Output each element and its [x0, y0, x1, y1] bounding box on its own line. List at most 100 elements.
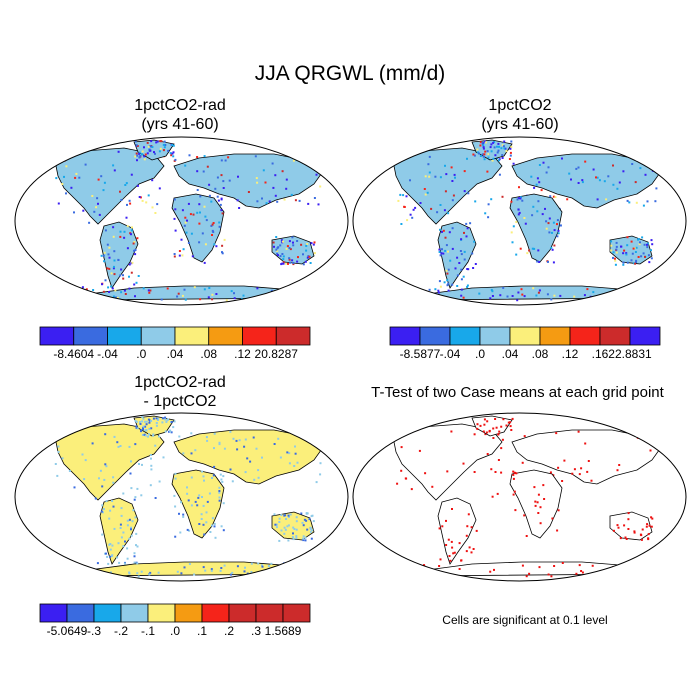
grid-cell	[635, 297, 638, 300]
grid-cell	[139, 196, 142, 199]
grid-cell	[180, 572, 183, 575]
grid-cell	[478, 292, 481, 295]
grid-cell	[570, 178, 572, 181]
grid-cell	[220, 209, 223, 212]
grid-cell	[164, 430, 167, 433]
grid-cell	[276, 249, 279, 252]
grid-cell	[502, 418, 505, 421]
grid-cell	[437, 289, 440, 292]
grid-cell	[113, 574, 116, 577]
grid-cell	[400, 469, 403, 472]
colorbar-tick-label: 20.8287	[255, 347, 299, 361]
grid-cell	[126, 524, 129, 527]
grid-cell	[273, 513, 276, 516]
grid-cell	[290, 193, 293, 196]
grid-cell	[244, 438, 247, 441]
grid-cell	[128, 518, 131, 521]
map-border	[352, 412, 687, 582]
grid-cell	[319, 473, 322, 476]
grid-cell	[531, 247, 534, 250]
grid-cell	[445, 173, 448, 176]
grid-cell	[170, 154, 173, 157]
grid-cell	[118, 561, 121, 564]
grid-cell	[537, 249, 540, 252]
grid-cell	[122, 531, 125, 534]
grid-cell	[111, 287, 114, 290]
grid-cell	[181, 294, 184, 297]
grid-cell	[94, 497, 97, 500]
grid-cell	[485, 141, 488, 144]
grid-cell	[491, 290, 494, 293]
colorbar-tick-label: -5.0649	[47, 624, 88, 638]
map-border	[14, 136, 349, 306]
grid-cell	[144, 420, 146, 423]
grid-cell	[447, 268, 450, 271]
grid-cell	[517, 291, 520, 294]
grid-cell	[456, 256, 459, 259]
grid-cell	[142, 425, 145, 428]
grid-cell	[279, 255, 282, 258]
grid-cell	[571, 472, 574, 475]
continent-africa	[509, 193, 563, 263]
grid-cell	[203, 205, 206, 208]
grid-cell	[221, 480, 224, 483]
grid-cell	[566, 198, 569, 201]
grid-cell	[155, 424, 158, 427]
grid-cell	[638, 243, 641, 246]
grid-cell	[119, 274, 122, 277]
grid-cell	[616, 187, 619, 190]
grid-cell	[414, 290, 417, 293]
grid-cell	[243, 299, 246, 302]
grid-cell	[623, 297, 626, 300]
grid-cell	[447, 289, 450, 292]
map-content	[53, 415, 325, 578]
grid-cell	[484, 140, 487, 143]
grid-cell	[218, 491, 221, 494]
grid-cell	[647, 297, 650, 300]
panel-3-title: 1pctCO2-rad - 1pctCO2	[134, 374, 226, 410]
grid-cell	[462, 275, 465, 278]
grid-cell	[222, 529, 225, 532]
grid-cell	[494, 471, 497, 473]
colorbar-tick-label: .0	[475, 347, 485, 361]
grid-cell	[471, 252, 474, 255]
grid-cell	[439, 204, 442, 206]
grid-cell	[197, 496, 200, 499]
grid-cell	[98, 213, 101, 216]
grid-cell	[445, 244, 448, 247]
grid-cell	[635, 294, 638, 297]
grid-cell	[55, 177, 58, 180]
grid-cell	[182, 513, 185, 516]
grid-cell	[146, 152, 149, 155]
grid-cell	[430, 207, 433, 210]
grid-cell	[142, 426, 144, 429]
grid-cell	[283, 573, 286, 576]
grid-cell	[650, 239, 653, 242]
grid-cell	[252, 436, 255, 439]
grid-cell	[512, 473, 515, 476]
grid-cell	[510, 140, 513, 143]
grid-cell	[148, 433, 150, 436]
grid-cell	[542, 484, 545, 487]
grid-cell	[291, 259, 294, 262]
grid-cell	[456, 285, 459, 287]
grid-cell	[272, 567, 275, 570]
grid-cell	[104, 229, 107, 232]
grid-cell	[174, 208, 177, 211]
grid-cell	[445, 544, 448, 546]
grid-cell	[497, 459, 500, 461]
grid-cell	[149, 149, 152, 152]
colorbar-tick-label: -.1	[141, 624, 155, 638]
grid-cell	[309, 526, 312, 529]
grid-cell	[108, 267, 111, 270]
grid-cell	[544, 207, 546, 210]
grid-cell	[551, 517, 554, 520]
grid-cell	[651, 243, 654, 246]
grid-cell	[141, 416, 144, 418]
grid-cell	[149, 454, 152, 456]
grid-cell	[107, 562, 110, 565]
grid-cell	[162, 143, 165, 146]
grid-cell	[122, 274, 124, 277]
grid-cell	[433, 570, 436, 573]
grid-cell	[626, 199, 629, 202]
